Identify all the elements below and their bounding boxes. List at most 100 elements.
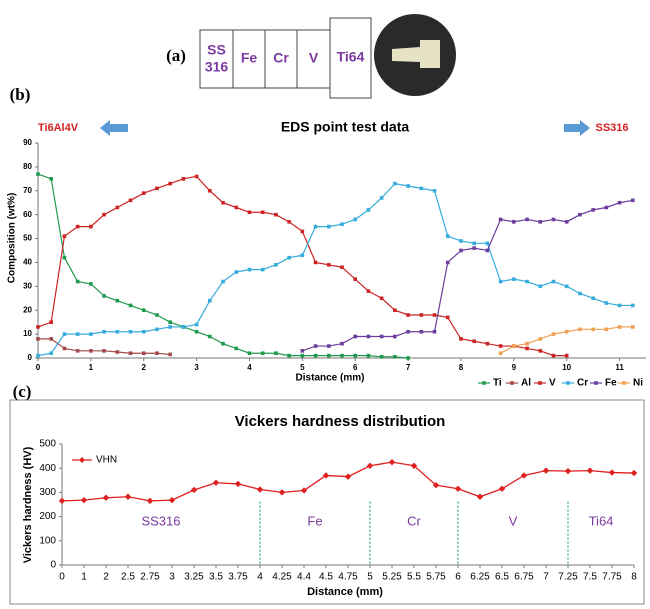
data-point	[234, 205, 239, 210]
annotation: Ti6Al4V	[38, 122, 79, 134]
y-tick-label: 80	[23, 162, 32, 171]
data-point	[168, 320, 172, 324]
data-point	[393, 308, 397, 313]
data-point	[617, 200, 622, 205]
data-point	[366, 462, 374, 469]
data-point	[260, 351, 265, 356]
data-point	[419, 313, 424, 317]
data-point	[538, 284, 543, 289]
data-point	[168, 181, 172, 186]
data-point	[49, 177, 54, 181]
data-point	[141, 308, 146, 313]
data-point	[300, 487, 308, 494]
data-point	[75, 279, 80, 284]
data-point	[326, 353, 331, 358]
data-point	[36, 337, 40, 341]
data-point	[128, 303, 133, 308]
data-point	[525, 341, 529, 346]
data-point	[128, 198, 133, 203]
data-point	[525, 346, 529, 351]
data-point	[62, 234, 67, 238]
data-point	[445, 260, 450, 265]
data-point	[454, 485, 462, 492]
chart-title: Vickers hardness distribution	[235, 413, 446, 430]
y-tick-label: 400	[39, 463, 56, 474]
data-point	[102, 212, 106, 217]
y-tick-label: 500	[39, 439, 56, 450]
y-tick-label: 50	[23, 234, 32, 243]
data-point	[406, 329, 410, 334]
x-tick-label: 4.4	[297, 572, 311, 583]
data-point	[551, 332, 556, 336]
x-tick-label: 10	[562, 363, 571, 372]
y-tick-label: 20	[23, 305, 32, 314]
data-point	[274, 263, 278, 267]
data-point	[459, 239, 463, 243]
data-point	[146, 497, 154, 505]
data-point	[194, 322, 199, 327]
data-point	[141, 329, 146, 334]
data-point	[287, 353, 291, 358]
data-point	[274, 212, 278, 217]
legend-marker	[538, 381, 542, 385]
x-tick-label: 9	[512, 363, 517, 372]
y-tick-label: 40	[23, 258, 32, 267]
data-point	[208, 334, 212, 339]
data-point	[80, 496, 88, 504]
layer-box	[232, 29, 266, 89]
x-tick-label: 1	[89, 363, 94, 372]
data-point	[591, 296, 595, 301]
x-tick-label: 6.25	[470, 572, 490, 583]
data-point	[432, 481, 440, 489]
x-tick-label: 1	[81, 572, 87, 583]
data-point	[102, 329, 106, 334]
data-point	[512, 344, 516, 348]
data-point	[128, 351, 133, 356]
x-tick-label: 6.5	[495, 572, 509, 583]
data-point	[300, 229, 305, 234]
data-point	[340, 222, 344, 227]
data-point	[432, 188, 437, 193]
data-point	[115, 329, 120, 334]
legend-marker	[79, 457, 85, 463]
data-point	[89, 224, 93, 229]
data-point	[498, 351, 503, 356]
x-tick-label: 8	[631, 572, 637, 583]
data-point	[551, 353, 556, 358]
data-point	[75, 349, 80, 353]
data-point	[326, 344, 331, 348]
data-point	[155, 313, 159, 317]
data-point	[379, 196, 384, 200]
y-tick-label: 100	[39, 535, 56, 546]
y-axis-label: Composition (wt%)	[7, 193, 18, 284]
data-point	[141, 351, 146, 356]
data-point	[410, 462, 418, 469]
data-point	[366, 334, 371, 339]
data-point	[326, 224, 331, 229]
panel-label: (c)	[13, 382, 32, 401]
data-point	[208, 298, 212, 303]
layer-label: Ti64	[337, 49, 365, 65]
y-tick-label: 0	[28, 353, 33, 362]
data-point	[406, 184, 410, 188]
data-point	[221, 341, 225, 346]
region-label: Cr	[407, 513, 421, 528]
data-point	[419, 329, 424, 334]
arrow	[100, 120, 128, 136]
data-point	[353, 277, 358, 281]
region-label: Fe	[307, 513, 322, 528]
layer-box	[264, 29, 298, 89]
series-line	[37, 182, 633, 357]
series-line	[37, 175, 567, 357]
data-point	[538, 220, 543, 224]
data-point	[512, 277, 516, 281]
data-point	[62, 255, 67, 260]
data-point	[630, 303, 635, 308]
data-point	[36, 353, 40, 358]
data-point	[313, 344, 318, 348]
data-point	[247, 267, 252, 272]
data-point	[300, 349, 305, 353]
x-tick-label: 2.75	[140, 572, 160, 583]
data-point	[608, 469, 616, 476]
